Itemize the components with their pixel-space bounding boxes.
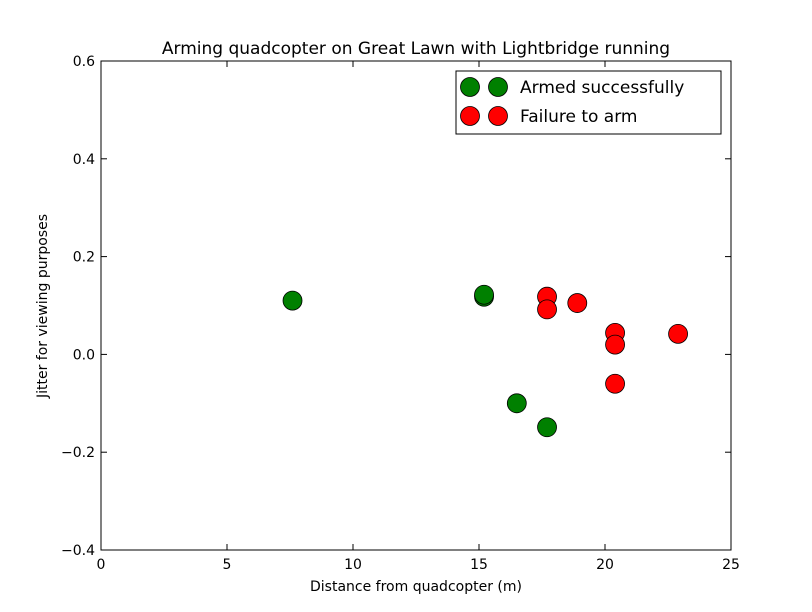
y-tick-label: 0.2 [73, 250, 95, 266]
legend-marker [460, 106, 480, 126]
data-point-failure [668, 323, 688, 344]
data-point-failure [567, 293, 588, 313]
legend-marker [488, 77, 508, 97]
data-point-failure [605, 334, 625, 355]
chart-title: Arming quadcopter on Great Lawn with Lig… [162, 39, 670, 59]
legend-label: Failure to arm [520, 107, 637, 127]
x-tick-label: 10 [344, 557, 362, 573]
x-tick-label: 5 [223, 557, 232, 573]
y-tick-label: 0.6 [73, 54, 95, 70]
x-tick-label: 0 [97, 557, 106, 573]
plot-frame [100, 60, 732, 551]
y-tick-label: 0.0 [73, 347, 95, 363]
legend-marker [460, 77, 480, 97]
y-tick-label: −0.4 [61, 543, 95, 559]
y-tick-label: −0.2 [61, 445, 95, 461]
data-point-armed [537, 417, 557, 438]
data-point-armed [474, 284, 494, 305]
x-tick-label: 20 [596, 557, 614, 573]
y-tick-label: 0.4 [73, 152, 95, 168]
legend-marker [488, 106, 508, 126]
data-point-armed [282, 290, 303, 311]
data-point-failure [605, 373, 625, 394]
data-point-armed [506, 393, 527, 414]
legend-label: Armed successfully [520, 78, 684, 98]
x-tick-label: 15 [470, 557, 488, 573]
data-point-failure [537, 299, 557, 320]
x-tick-label: 25 [722, 557, 740, 573]
legend: Armed successfully Failure to arm [455, 70, 722, 135]
x-axis-label: Distance from quadcopter (m) [310, 579, 522, 595]
y-axis-label: Jitter for viewing purposes [35, 214, 51, 399]
